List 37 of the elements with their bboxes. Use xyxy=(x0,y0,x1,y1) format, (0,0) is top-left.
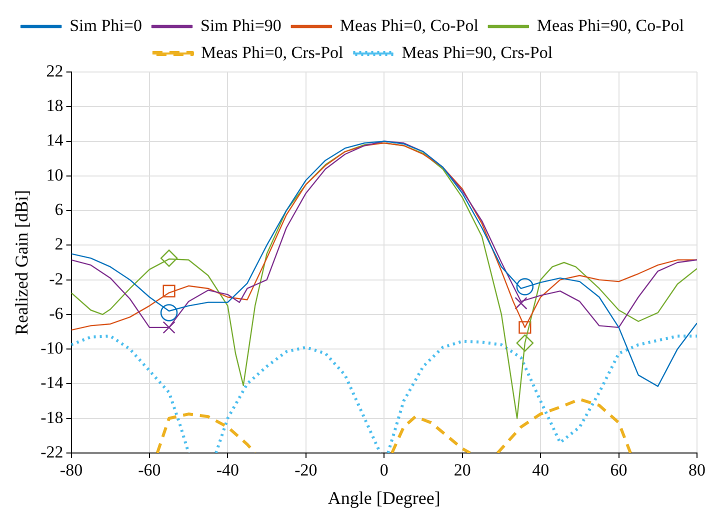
x-tick-label: 20 xyxy=(454,460,471,480)
x-tick-label: -80 xyxy=(60,460,83,480)
point xyxy=(514,296,528,310)
y-tick-label: 10 xyxy=(46,165,64,184)
point xyxy=(160,250,178,267)
y-tick-label: -18 xyxy=(40,408,64,427)
point xyxy=(162,284,176,298)
legend-label: Sim Phi=90 xyxy=(200,16,282,35)
point xyxy=(518,321,532,334)
x-tick-label: -40 xyxy=(216,460,240,480)
x-axis-title: Angle [Degree] xyxy=(328,488,440,508)
point xyxy=(160,304,178,322)
x-tick-label: -60 xyxy=(138,460,161,480)
x-tick-label: 60 xyxy=(610,460,628,480)
y-tick-label: 18 xyxy=(46,96,64,116)
y-tick-label: -2 xyxy=(49,269,64,288)
y-tick-label: 2 xyxy=(54,234,64,254)
y-tick-label: -6 xyxy=(49,304,64,323)
x-tick-label: 40 xyxy=(532,460,550,480)
y-tick-label: -10 xyxy=(40,338,64,358)
x-tick-label: 80 xyxy=(688,460,706,480)
legend-label: Meas Phi=90, Co-Pol xyxy=(536,16,684,35)
point xyxy=(516,278,534,296)
y-tick-label: -14 xyxy=(40,373,64,392)
legend-label: Meas Phi=90, Crs-Pol xyxy=(402,42,553,62)
legend-label: Meas Phi=0, Co-Pol xyxy=(340,16,479,35)
y-axis-title: Realized Gain [dBi] xyxy=(12,190,32,335)
legend-label: Sim Phi=0 xyxy=(70,16,142,35)
y-tick-label: 22 xyxy=(46,61,64,80)
point xyxy=(516,334,534,352)
y-tick-label: 14 xyxy=(46,130,64,150)
x-tick-label: 0 xyxy=(380,460,388,480)
y-tick-label: 6 xyxy=(54,200,64,220)
legend-label: Meas Phi=0, Crs-Pol xyxy=(200,42,344,62)
x-tick-label: -20 xyxy=(294,460,318,480)
point xyxy=(162,321,176,334)
y-tick-label: -22 xyxy=(40,442,64,462)
